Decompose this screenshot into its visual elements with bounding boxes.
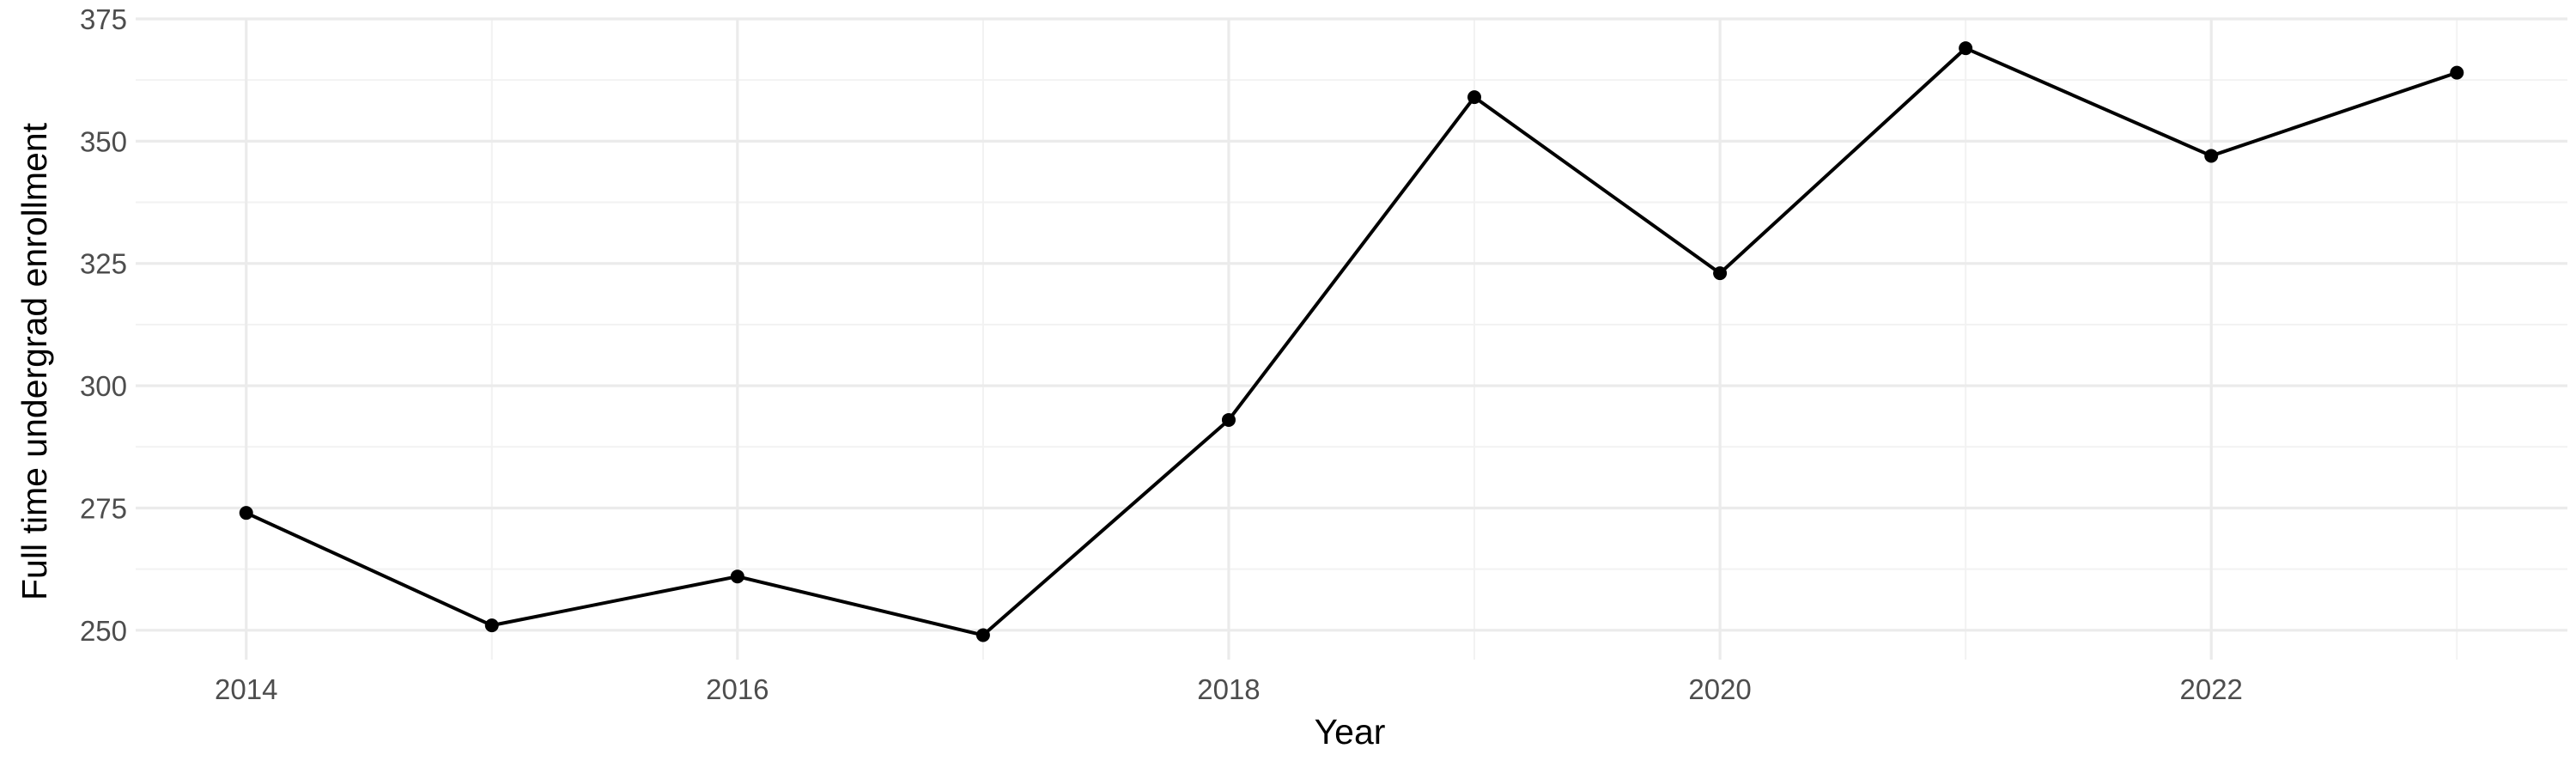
data-point	[484, 618, 499, 633]
y-tick-label: 350	[80, 125, 127, 157]
y-tick-label: 300	[80, 370, 127, 402]
data-point	[730, 569, 744, 584]
y-axis-title: Full time undergrad enrollment	[15, 122, 54, 600]
x-axis-title: Year	[1315, 712, 1386, 752]
data-point	[1467, 90, 1482, 105]
series-group	[239, 41, 2464, 642]
y-tick-label: 250	[80, 615, 127, 647]
data-point	[2450, 65, 2464, 80]
data-point	[1221, 412, 1236, 427]
x-tick-label: 2016	[706, 673, 769, 705]
x-tick-label: 2014	[215, 673, 277, 705]
y-tick-label: 375	[80, 3, 127, 35]
data-point	[975, 628, 990, 642]
data-point	[2204, 149, 2219, 163]
x-axis-tick-labels: 2014 2016 2018 2020 2022	[215, 673, 2243, 705]
series-line	[245, 46, 2458, 637]
x-tick-label: 2022	[2180, 673, 2243, 705]
major-gridlines	[136, 17, 2567, 660]
minor-gridlines	[136, 19, 2567, 660]
x-tick-label: 2020	[1688, 673, 1751, 705]
y-tick-label: 325	[80, 248, 127, 280]
data-point	[1713, 266, 1728, 281]
data-point	[1959, 41, 1973, 56]
y-tick-label: 275	[80, 492, 127, 524]
data-point	[239, 506, 253, 520]
x-tick-label: 2018	[1197, 673, 1260, 705]
y-axis-tick-labels: 250 275 300 325 350 375	[80, 3, 127, 647]
